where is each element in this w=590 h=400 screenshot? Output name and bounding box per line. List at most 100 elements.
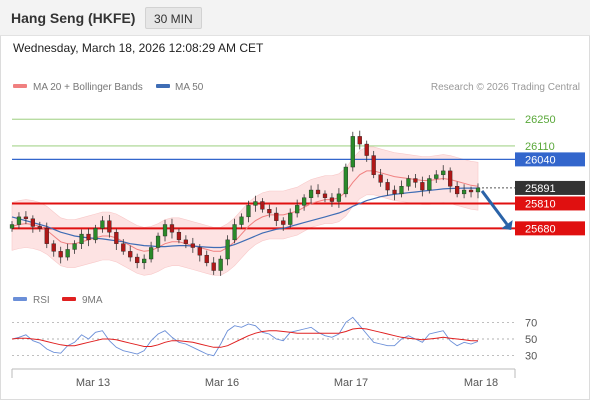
ma20-legend-swatch	[13, 84, 27, 88]
candle-body	[148, 247, 154, 260]
candle-body	[364, 143, 369, 156]
x-tick-label: Mar 13	[76, 377, 110, 389]
candle-body	[406, 178, 411, 187]
candle-body	[253, 201, 258, 206]
candle-body	[281, 220, 286, 225]
candle-body	[93, 228, 98, 241]
rsi-ma-legend-label: 9MA	[82, 295, 103, 306]
level-label-26250: 26250	[525, 114, 556, 126]
candle-body	[378, 174, 383, 183]
timeframe-badge[interactable]: 30 MIN	[145, 7, 202, 29]
candle-body	[183, 239, 188, 244]
candle-body	[468, 189, 474, 193]
candle-body	[274, 212, 279, 221]
rsi-tick-70: 70	[525, 317, 537, 329]
candle-body	[135, 256, 140, 264]
rsi-legend: RSI 9MA	[13, 295, 103, 306]
candle-body	[246, 205, 251, 218]
candle-body	[461, 189, 467, 195]
x-tick-label: Mar 17	[334, 377, 368, 389]
level-label-25680: 25680	[525, 223, 556, 235]
rsi-ma-line	[11, 327, 478, 348]
candle-body	[392, 189, 397, 195]
candle-body	[211, 262, 216, 271]
candle-body	[218, 258, 223, 271]
candle-body	[441, 170, 446, 175]
candle-body	[239, 216, 244, 225]
x-tick-label: Mar 18	[464, 377, 498, 389]
candle-body	[343, 166, 348, 195]
candle-body	[329, 197, 335, 202]
rsi-plot-area: 70 50 30	[11, 316, 537, 363]
candle-body	[295, 205, 300, 214]
forecast-arrow-shaft	[480, 190, 509, 226]
candle-body	[162, 224, 168, 237]
candle-body	[322, 193, 328, 198]
candle-body	[72, 243, 77, 250]
candle-body	[315, 189, 321, 195]
candle-body	[336, 193, 342, 202]
candle-body	[79, 233, 84, 244]
candle-body	[9, 224, 15, 229]
candle-body	[225, 239, 230, 260]
level-label-25810: 25810	[525, 198, 556, 210]
candle-body	[155, 235, 161, 248]
candle-body	[308, 189, 314, 198]
candle-body	[260, 201, 265, 210]
candle-body	[455, 186, 460, 195]
candle-body	[58, 251, 63, 258]
last-price-tag	[515, 180, 585, 195]
candle-body	[107, 220, 112, 233]
candle-body	[371, 155, 376, 175]
candle-body	[86, 233, 91, 241]
candle-body	[413, 178, 418, 183]
candle-body	[232, 224, 237, 241]
ma50-legend-label: MA 50	[175, 82, 204, 93]
level-label-26110: 26110	[525, 141, 555, 153]
candle-body	[16, 216, 22, 225]
x-tick-label: Mar 16	[205, 377, 239, 389]
level-label-26040: 26040	[525, 154, 556, 166]
rsi-legend-label: RSI	[33, 295, 50, 306]
candle-body	[44, 228, 49, 244]
x-axis: Mar 13 Mar 16 Mar 17 Mar 18	[11, 368, 516, 389]
candle-body	[197, 247, 202, 256]
rsi-ma-legend-swatch	[62, 297, 76, 301]
candle-body	[434, 174, 439, 179]
candle-body	[30, 218, 35, 227]
candle-body	[204, 254, 209, 264]
chart-datetime: Wednesday, March 18, 2026 12:08:29 AM CE…	[13, 41, 264, 55]
candle-body	[65, 249, 70, 258]
forecast-arrow-head	[501, 220, 513, 230]
candle-body	[190, 243, 195, 248]
candle-body	[121, 243, 126, 252]
candle-body	[37, 226, 42, 229]
candle-body	[176, 231, 182, 241]
level-tag-25810	[515, 196, 585, 211]
candle-body	[128, 251, 133, 258]
candle-body	[288, 212, 293, 225]
instrument-title: Hang Seng (HKFE)	[11, 10, 136, 26]
credit-text: Research © 2026 Trading Central	[431, 82, 580, 93]
rsi-tick-50: 50	[525, 334, 537, 346]
level-tag-26040	[515, 152, 585, 167]
candle-body	[267, 208, 272, 214]
bollinger-band	[11, 146, 479, 276]
level-tag-25680	[515, 221, 585, 236]
candle-body	[475, 187, 481, 193]
rsi-legend-swatch	[13, 297, 27, 301]
candle-body	[100, 220, 105, 229]
rsi-line	[11, 316, 479, 357]
candle-body	[350, 136, 355, 168]
candle-body	[427, 178, 432, 191]
candle-body	[142, 258, 147, 264]
candle-body	[23, 216, 29, 219]
ma20-legend-label: MA 20 + Bollinger Bands	[33, 82, 143, 93]
candle-body	[420, 182, 425, 191]
candle-body	[399, 186, 404, 195]
candle-body	[114, 231, 119, 244]
rsi-tick-30: 30	[525, 351, 537, 363]
candle-body	[169, 224, 175, 233]
